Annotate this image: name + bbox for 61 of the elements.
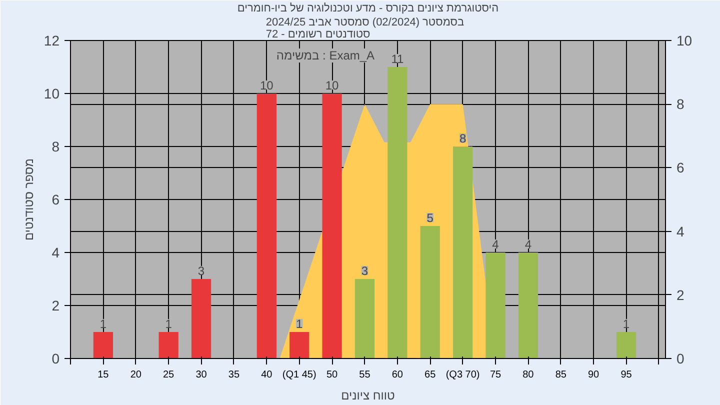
data-label: 8	[459, 132, 466, 146]
data-label: 1	[165, 317, 172, 331]
y2-tick-label: 2	[676, 286, 684, 303]
bar	[453, 146, 473, 358]
data-label: 1	[622, 317, 630, 331]
x-tick-label: (Q1 45)	[282, 370, 316, 380]
bar	[256, 94, 276, 358]
y2-tick-label: 4	[676, 223, 684, 240]
y-tick-label: 0	[52, 350, 60, 366]
bar	[93, 332, 113, 358]
data-label: 10	[260, 78, 274, 92]
y2-tick-label: 6	[676, 160, 684, 176]
y-tick-label: 8	[52, 138, 60, 154]
chart-subtitle: בסמסטר (02/2024) סמסטר אביב 2024/25 סטודנטים רשומים - 72	[266, 16, 464, 40]
y-tick-label: 4	[52, 244, 60, 260]
bar	[518, 252, 538, 358]
bar	[158, 332, 178, 358]
x-tick-label: 55	[359, 370, 371, 380]
x-tick-label: 40	[261, 370, 273, 380]
x-tick-label: 80	[522, 370, 534, 380]
x-tick-label: 60	[392, 370, 404, 380]
y2-tick-label: 8	[676, 96, 684, 112]
bar	[486, 252, 506, 358]
bar	[616, 332, 636, 358]
x-tick-label: (Q3 70)	[446, 370, 480, 380]
data-label: 10	[325, 78, 340, 92]
x-axis-title: טווח ציונים	[341, 388, 396, 402]
x-tick-label: 90	[588, 370, 600, 380]
bar	[290, 332, 310, 358]
chart-title: היסטוגרמת ציונים בקורס - מדע וטכנולוגיה של ביו-חומרים	[237, 2, 499, 14]
x-tick-label: 20	[130, 370, 142, 380]
y-tick-label: 12	[44, 32, 60, 48]
data-label: 5	[426, 211, 434, 225]
x-tick-label: 15	[98, 370, 110, 380]
x-tick-label: 75	[490, 370, 502, 380]
bar	[191, 279, 212, 358]
y-axis-title: מספר סטודנטים	[22, 158, 36, 241]
data-label: 3	[198, 264, 205, 278]
x-tick-label: 25	[163, 370, 175, 380]
data-label: 4	[492, 238, 500, 252]
data-label: 3	[361, 264, 368, 278]
x-tick-label: 85	[555, 370, 567, 380]
y-tick-label: 2	[52, 298, 60, 314]
data-label: 4	[524, 238, 532, 252]
x-tick-label: 30	[196, 370, 208, 380]
x-tick-label: 95	[620, 370, 632, 380]
y2-tick-label: 0	[676, 350, 684, 366]
data-label: 11	[391, 52, 404, 66]
x-tick-label: 65	[424, 370, 436, 380]
bar	[388, 67, 408, 358]
y-tick-label: 6	[52, 192, 60, 208]
data-label: 1	[296, 317, 304, 331]
y-tick-label: 10	[44, 86, 60, 102]
bar	[322, 94, 342, 358]
data-label: 1	[100, 317, 107, 331]
annotation: במשימה : Exam_A	[276, 48, 375, 62]
bar	[354, 279, 375, 358]
y2-tick-label: 10	[676, 32, 692, 48]
bar	[420, 226, 440, 358]
x-tick-label: 50	[326, 370, 338, 380]
x-tick-label: 35	[228, 370, 240, 380]
